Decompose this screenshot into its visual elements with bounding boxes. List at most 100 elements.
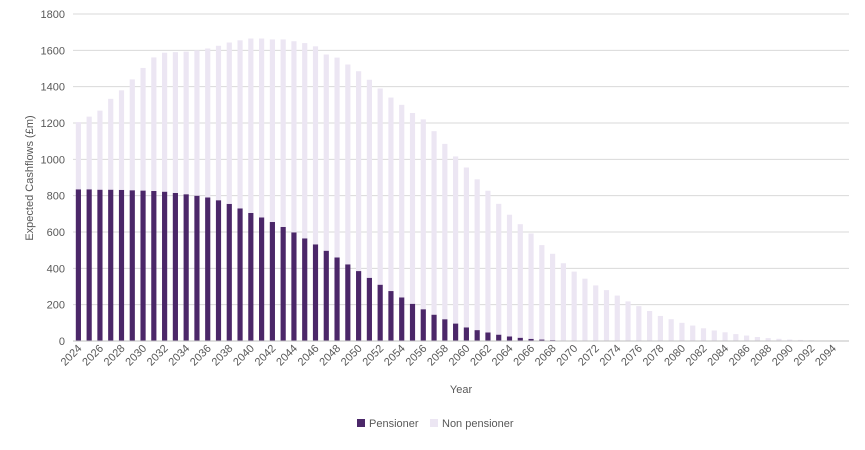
legend-swatch-pensioner [357, 419, 365, 427]
bar-non-pensioner [87, 117, 92, 190]
y-tick-label: 1000 [41, 154, 65, 166]
bar-non-pensioner [421, 119, 426, 309]
x-tick-label: 2084 [705, 343, 731, 369]
y-tick-label: 1400 [41, 82, 65, 94]
bar-non-pensioner [615, 296, 620, 341]
bar-pensioner [248, 213, 253, 341]
x-tick-label: 2044 [274, 343, 300, 369]
x-tick-label: 2080 [662, 343, 688, 369]
bar-non-pensioner [194, 50, 199, 195]
y-tick-label: 1600 [41, 45, 65, 57]
x-tick-label: 2056 [404, 343, 430, 369]
bar-non-pensioner [334, 58, 339, 258]
bar-non-pensioner [205, 49, 210, 198]
bar-pensioner [399, 297, 404, 341]
bar-pensioner [259, 217, 264, 341]
bar-non-pensioner [453, 156, 458, 323]
bar-non-pensioner [345, 65, 350, 265]
bar-non-pensioner [582, 279, 587, 341]
bar-pensioner [302, 238, 307, 341]
bar-non-pensioner [140, 68, 145, 191]
bar-non-pensioner [485, 191, 490, 333]
bar-non-pensioner [130, 79, 135, 190]
x-tick-label: 2088 [748, 343, 774, 369]
bar-pensioner [270, 222, 275, 341]
bar-non-pensioner [313, 46, 318, 244]
x-tick-label: 2074 [598, 343, 624, 369]
gridlines [73, 14, 849, 305]
x-tick-label: 2042 [253, 343, 279, 369]
bar-non-pensioner [518, 224, 523, 338]
bars [76, 39, 846, 341]
bar-pensioner [507, 336, 512, 341]
bar-non-pensioner [528, 233, 533, 338]
bar-non-pensioner [97, 111, 102, 190]
bar-non-pensioner [464, 168, 469, 328]
bar-pensioner [173, 193, 178, 341]
bar-non-pensioner [755, 337, 760, 341]
bar-non-pensioner [712, 330, 717, 341]
x-tick-label: 2094 [813, 343, 839, 369]
x-tick-label: 2066 [511, 343, 537, 369]
bar-non-pensioner [356, 71, 361, 271]
bar-pensioner [281, 227, 286, 341]
bar-non-pensioner [108, 99, 113, 190]
y-tick-label: 800 [47, 191, 65, 203]
bar-pensioner [485, 332, 490, 341]
bar-non-pensioner [647, 311, 652, 341]
bar-pensioner [356, 271, 361, 341]
bar-non-pensioner [378, 88, 383, 284]
legend-label-non-pensioner: Non pensioner [442, 418, 514, 430]
bar-pensioner [97, 190, 102, 341]
bar-pensioner [194, 196, 199, 341]
y-axis-title: Expected Cashflows (£m) [24, 115, 36, 240]
x-tick-label: 2078 [641, 343, 667, 369]
x-tick-label: 2072 [576, 343, 602, 369]
bar-pensioner [119, 190, 124, 341]
x-tick-label: 2090 [770, 343, 796, 369]
bar-pensioner [453, 324, 458, 341]
bar-non-pensioner [550, 254, 555, 340]
bar-pensioner [205, 197, 210, 341]
bar-pensioner [108, 190, 113, 341]
bar-non-pensioner [604, 290, 609, 341]
x-tick-label: 2062 [468, 343, 494, 369]
bar-non-pensioner [324, 55, 329, 251]
bar-non-pensioner [625, 301, 630, 341]
bar-pensioner [421, 309, 426, 341]
x-tick-label: 2060 [447, 343, 473, 369]
x-tick-label: 2064 [490, 343, 516, 369]
x-tick-label: 2092 [792, 343, 818, 369]
bar-non-pensioner [270, 39, 275, 222]
bar-non-pensioner [744, 336, 749, 341]
y-tick-label: 400 [47, 263, 65, 275]
bar-non-pensioner [173, 52, 178, 193]
bar-non-pensioner [733, 334, 738, 341]
bar-pensioner [162, 192, 167, 341]
bar-pensioner [76, 189, 81, 341]
legend: Pensioner Non pensioner [357, 418, 514, 430]
y-tick-label: 0 [59, 336, 65, 348]
x-tick-label: 2076 [619, 343, 645, 369]
x-tick-label: 2034 [166, 343, 192, 369]
bar-non-pensioner [593, 285, 598, 340]
bar-non-pensioner [636, 306, 641, 341]
x-axis-title: Year [450, 384, 473, 396]
bar-pensioner [442, 319, 447, 341]
bar-non-pensioner [227, 43, 232, 204]
bar-pensioner [130, 190, 135, 341]
y-tick-label: 1800 [41, 9, 65, 21]
bar-pensioner [431, 315, 436, 341]
bar-pensioner [496, 335, 501, 341]
x-tick-label: 2050 [339, 343, 365, 369]
bar-non-pensioner [410, 113, 415, 304]
bar-non-pensioner [722, 332, 727, 341]
x-tick-label: 2086 [727, 343, 753, 369]
x-tick-label: 2030 [123, 343, 149, 369]
bar-non-pensioner [507, 215, 512, 337]
bar-pensioner [237, 208, 242, 341]
legend-label-pensioner: Pensioner [369, 418, 419, 430]
bar-non-pensioner [119, 90, 124, 190]
bar-non-pensioner [690, 326, 695, 341]
